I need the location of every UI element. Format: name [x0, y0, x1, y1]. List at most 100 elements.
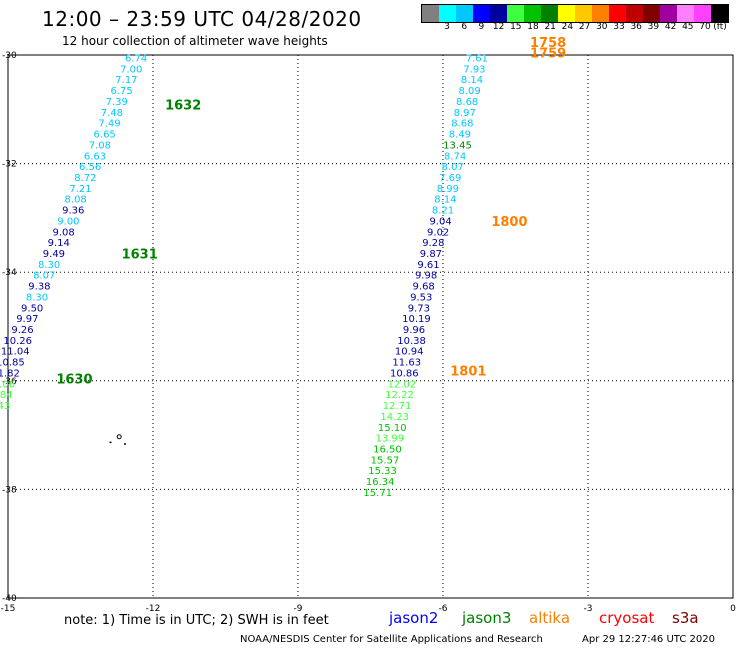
wave-height-value: 6.65	[94, 130, 116, 141]
color-swatch	[490, 5, 507, 22]
color-swatch	[507, 5, 524, 22]
wave-height-value: 7.69	[439, 173, 461, 184]
wave-height-value: 8.09	[458, 86, 480, 97]
wave-height-value: 9.28	[422, 238, 444, 249]
wave-height-value: 13.99	[376, 434, 405, 445]
wave-height-value: 11.04	[1, 347, 30, 358]
wave-height-value: 8.07	[442, 162, 464, 173]
wave-height-value: 10.94	[395, 347, 424, 358]
wave-height-value: 10.85	[0, 358, 25, 369]
wave-height-value: 8.08	[65, 195, 87, 206]
color-swatch	[694, 5, 711, 22]
color-scale-label: 24	[561, 22, 574, 32]
wave-height-value: 9.68	[413, 282, 435, 293]
wave-height-value: 16.34	[366, 477, 395, 488]
wave-height-value: 8.99	[437, 184, 459, 195]
map-frame	[7, 54, 734, 599]
wave-height-value: 9.38	[28, 282, 50, 293]
wave-height-value: 13.45	[443, 140, 472, 151]
color-scale-label: 33	[613, 22, 625, 32]
wave-height-value: 6.75	[110, 86, 132, 97]
wave-height-value: 12.02	[388, 379, 417, 390]
color-swatch	[711, 5, 728, 22]
color-swatch	[439, 5, 456, 22]
pass-time-label: 1631	[122, 248, 158, 263]
latitude-label: -30	[2, 51, 17, 61]
color-swatch	[677, 5, 694, 22]
pass-time-label: 1630	[56, 373, 92, 388]
wave-height-value: 7.49	[98, 119, 120, 130]
color-swatch	[422, 5, 439, 22]
wave-height-value: 12.06	[0, 379, 15, 390]
wave-height-value: 7.93	[463, 64, 485, 75]
color-scale-label: 18	[527, 22, 539, 32]
wave-height-value: 9.36	[62, 206, 84, 217]
wave-height-value: 15.33	[368, 466, 397, 477]
wave-height-value: 11.63	[392, 358, 421, 369]
wave-height-value: 7.08	[89, 140, 111, 151]
wave-height-value: 15.71	[363, 488, 392, 499]
wave-height-value: 10.38	[397, 336, 426, 347]
color-scale-label: 70	[699, 22, 711, 32]
color-scale-label: 6	[461, 22, 468, 32]
wave-height-value: 7.21	[69, 184, 91, 195]
wave-height-value: 9.98	[415, 271, 437, 282]
wave-height-value: 9.50	[21, 303, 43, 314]
wave-height-value: 9.97	[16, 314, 38, 325]
wave-height-value: 9.73	[408, 303, 430, 314]
wave-height-value: 8.30	[26, 292, 48, 303]
wave-height-value: 7.48	[101, 108, 123, 119]
pass-time-label: 1800	[491, 215, 527, 230]
pass-time-label: 1632	[165, 98, 201, 113]
wave-height-value: 6.74	[125, 54, 147, 65]
wave-height-value: 9.14	[48, 238, 70, 249]
color-swatch	[558, 5, 575, 22]
wave-height-value: 9.08	[52, 227, 74, 238]
wave-height-value: 7.00	[120, 64, 142, 75]
longitude-label: -15	[1, 604, 16, 614]
wave-height-value: 8.74	[444, 151, 466, 162]
pass-time-label: 1759	[530, 47, 566, 62]
credit-text: NOAA/NESDIS Center for Satellite Applica…	[240, 634, 543, 645]
color-swatch	[660, 5, 677, 22]
color-swatch	[473, 5, 490, 22]
wave-height-value: 9.96	[403, 325, 425, 336]
latitude-label: -36	[2, 377, 17, 387]
wave-height-value: 9.87	[420, 249, 442, 260]
color-scale-label: 12	[492, 22, 505, 32]
wave-height-value: 8.72	[74, 173, 96, 184]
color-scale-label: 30	[596, 22, 608, 32]
satellite-legend-altika: altika	[529, 609, 571, 627]
wave-height-value: 7.39	[106, 97, 128, 108]
color-scale-label: 15	[510, 22, 522, 32]
wave-height-value: 7.17	[115, 75, 137, 86]
longitude-label: -6	[439, 604, 448, 614]
wave-height-value: 9.49	[43, 249, 65, 260]
color-scale-label: 9	[478, 22, 485, 32]
wave-height-value: 12.22	[385, 390, 414, 401]
wave-height-value: 6.56	[79, 162, 101, 173]
wave-height-value: 8.14	[461, 75, 483, 86]
wave-height-value: 12.71	[383, 401, 412, 412]
wave-height-value: 8.68	[451, 119, 473, 130]
color-scale-label: 39	[647, 22, 660, 32]
pass-time-label: 1758	[530, 36, 566, 51]
generated-timestamp: Apr 29 12:27:46 UTC 2020	[582, 634, 715, 645]
color-swatch	[592, 5, 609, 22]
color-swatch	[541, 5, 558, 22]
color-scale-label: 42	[664, 22, 677, 32]
wave-height-value: 10.26	[3, 336, 32, 347]
longitude-label: -9	[294, 604, 303, 614]
color-scale-label: 36	[630, 22, 642, 32]
map-title: 12:00 – 23:59 UTC 04/28/2020	[42, 7, 362, 31]
wave-height-value: 6.63	[84, 151, 106, 162]
wave-height-value: 9.61	[417, 260, 439, 271]
wave-height-value: 8.97	[454, 108, 476, 119]
wave-height-value: 11.82	[0, 368, 20, 379]
satellite-legend-s3a: s3a	[672, 609, 699, 627]
satellite-legend-jason3: jason3	[462, 609, 512, 627]
latitude-label: -34	[2, 268, 17, 278]
wave-height-value: 16.50	[373, 444, 402, 455]
wave-height-value: 13.43	[0, 401, 10, 412]
